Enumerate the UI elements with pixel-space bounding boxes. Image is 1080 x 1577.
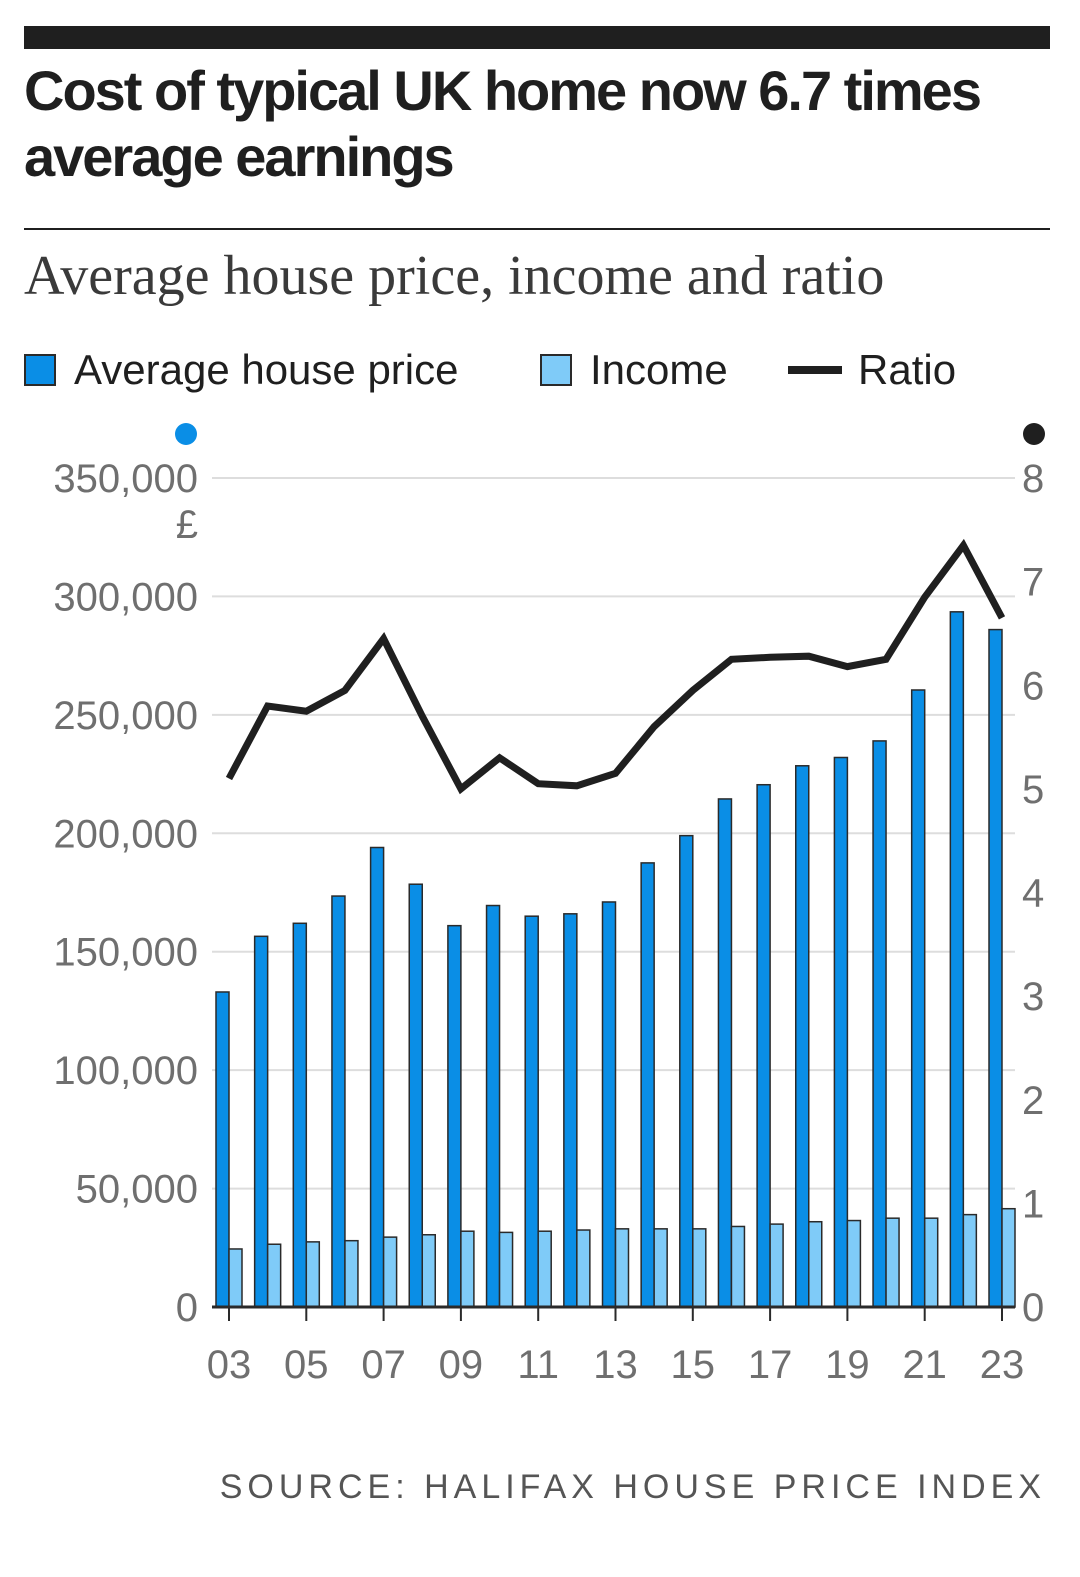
bar-income [962,1213,978,1308]
bar-income [498,1231,514,1308]
bar-house-price [563,913,578,1308]
x-tick-label: 03 [207,1343,252,1387]
left-tick-label: 0 [176,1286,198,1330]
left-tick-label: 150,000 [53,931,198,975]
right-tick-label: 8 [1022,457,1044,501]
left-axis-series-dot [175,423,197,445]
left-tick-label: 300,000 [53,575,198,619]
right-tick-label: 7 [1022,561,1044,605]
source-note: SOURCE: HALIFAX HOUSE PRICE INDEX [219,1468,1046,1506]
right-tick-label: 4 [1022,872,1044,916]
bar-income [460,1230,475,1308]
bar-house-price [369,846,385,1308]
x-tick-label: 19 [825,1343,870,1387]
left-tick-label: 200,000 [53,812,198,856]
bar-house-price [292,922,308,1308]
bar-house-price [408,883,423,1308]
bar-income [653,1228,668,1308]
bar-income [305,1241,321,1308]
bar-income [730,1225,746,1308]
bar-income [576,1229,591,1308]
left-axis-unit: £ [176,503,198,547]
legend-label-price: Average house price [74,346,459,393]
bar-income [923,1217,939,1308]
bar-income [266,1243,282,1308]
bar-house-price [949,611,965,1308]
title-divider [24,228,1050,230]
bar-house-price [872,740,887,1308]
bar-house-price [331,895,346,1308]
bar-house-price [640,862,655,1308]
bar-house-price [679,834,694,1308]
bar-income [614,1228,630,1308]
bar-income [1001,1207,1016,1308]
top-rule-bar [24,26,1050,49]
bar-house-price [795,765,810,1308]
legend-swatch-ratio [788,366,842,374]
bar-house-price [215,991,230,1308]
bar-income [537,1230,552,1308]
x-tick-label: 17 [748,1343,793,1387]
bar-income [769,1223,784,1308]
x-tick-label: 05 [284,1343,329,1387]
right-tick-label: 6 [1022,664,1044,708]
bar-house-price [717,798,733,1308]
legend-label-income: Income [590,346,728,393]
right-tick-label: 3 [1022,975,1044,1019]
left-tick-label: 250,000 [53,694,198,738]
bar-house-price [253,935,269,1308]
right-tick-label: 0 [1022,1286,1044,1330]
x-tick-label: 11 [517,1343,559,1387]
right-tick-label: 2 [1022,1079,1044,1123]
bar-income [382,1236,398,1308]
x-tick-label: 07 [361,1343,406,1387]
bar-house-price [833,756,849,1308]
right-axis-series-dot [1023,423,1045,445]
bar-income [421,1234,436,1308]
bar-house-price [485,904,501,1308]
right-tick-label: 5 [1022,768,1044,812]
bar-house-price [756,783,771,1308]
bar-income [846,1219,862,1308]
x-tick-label: 09 [439,1343,484,1387]
bar-income [808,1220,823,1308]
bar-house-price [524,915,539,1308]
left-tick-label: 100,000 [53,1049,198,1093]
bar-income [228,1248,243,1308]
chart-title: Cost of typical UK home now 6.7 times av… [24,59,982,188]
bar-house-price [988,628,1003,1308]
legend-swatch-income [540,354,572,386]
legend-swatch-price [24,354,56,386]
legend-label-ratio: Ratio [858,346,957,393]
bar-house-price [601,901,617,1308]
chart-subtitle: Average house price, income and ratio [24,245,885,307]
bar-house-price [910,689,926,1308]
bar-income [344,1239,359,1308]
legend-item-income: Income [540,342,728,398]
x-tick-label: 23 [980,1343,1025,1387]
left-tick-label: 350,000 [53,457,198,501]
bar-income [885,1217,900,1308]
legend-item-ratio: Ratio [788,342,956,398]
x-tick-label: 15 [671,1343,716,1387]
left-tick-label: 50,000 [76,1168,198,1212]
x-tick-label: 21 [902,1343,947,1387]
bar-house-price [447,924,462,1308]
right-tick-label: 1 [1022,1182,1044,1226]
legend-item-price: Average house price [24,342,458,398]
x-tick-label: 13 [593,1343,638,1387]
bar-income [692,1228,707,1308]
